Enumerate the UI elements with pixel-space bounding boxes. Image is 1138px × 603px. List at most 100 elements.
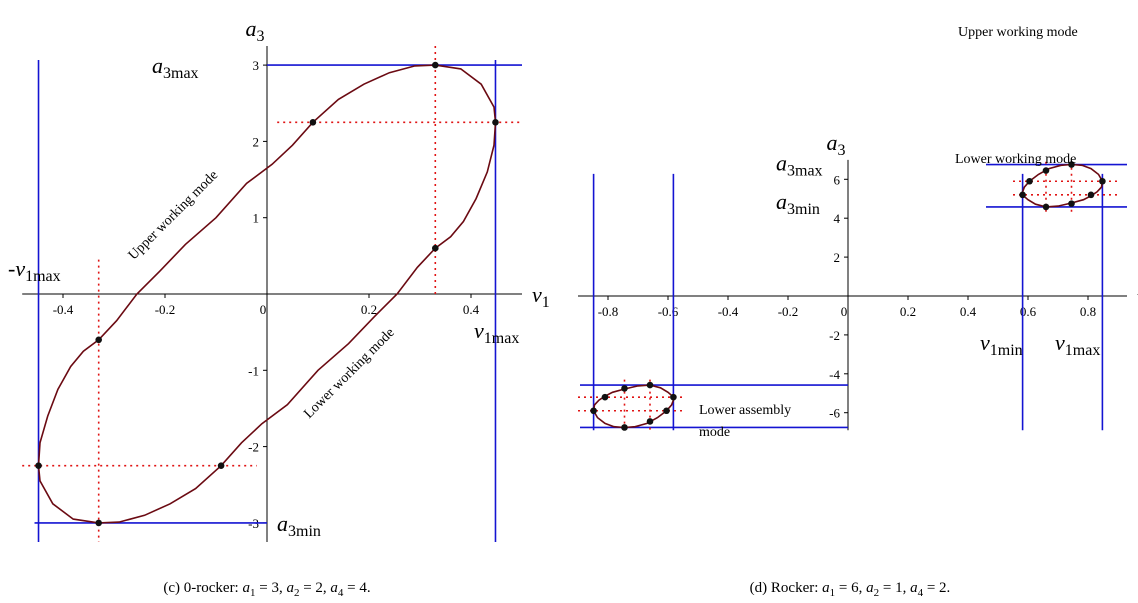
chart1-x-tick-label: 0.2 <box>361 302 377 317</box>
chart2-data-point <box>1068 200 1075 207</box>
chart1-v1max-label-sub: 1max <box>484 330 520 347</box>
chart1-a3min-label-sub: 3min <box>288 523 321 540</box>
chart2-data-point <box>646 381 654 389</box>
chart2-data-point <box>670 393 677 401</box>
chart1-caption-var: a <box>330 580 338 596</box>
chart1-caption-var: a <box>286 580 294 596</box>
chart2-x-tick-label: 0 <box>841 304 848 319</box>
chart2-x-tick-label: 0.4 <box>960 304 977 319</box>
chart2-v1min-label-sub: 1min <box>990 342 1023 359</box>
chart2-caption-sub: 4 <box>918 587 924 599</box>
chart1-x-tick-label: -0.2 <box>155 302 176 317</box>
chart1-data-point <box>95 519 102 527</box>
chart2-data-point <box>1019 191 1026 199</box>
chart1-a3max-label: a3max <box>152 53 199 82</box>
chart2-caption-rest: = 2. <box>923 580 950 596</box>
chart2-curve-series-line <box>592 384 675 429</box>
chart1-upper-working-mode-label: Upper working mode <box>126 168 221 263</box>
chart2-data-point <box>1068 161 1075 168</box>
chart2-caption-var: a <box>822 580 830 596</box>
chart2-lower-assembly-mode-label: mode <box>699 425 730 440</box>
chart1-x-tick-label: 0 <box>260 302 267 317</box>
chart2-y-tick-label: -4 <box>829 367 840 382</box>
chart2-y-tick-label: 6 <box>834 172 841 187</box>
chart2-y-tick-label: 2 <box>834 250 841 265</box>
chart1-neg-v1max-label: -v1max <box>8 256 61 285</box>
chart1-data-point <box>95 336 102 344</box>
chart1-data-point <box>217 462 225 469</box>
chart2-x-tick-label: 0.2 <box>900 304 916 319</box>
chart2-data-point <box>663 407 670 415</box>
chart2-v1max-label-sub: 1max <box>1065 342 1101 359</box>
chart2-y-axis-label-base: a <box>827 130 838 155</box>
chart1-caption-rest: = 3, <box>255 580 286 596</box>
chart1-v1max-label: v1max <box>474 318 519 347</box>
chart2-caption-var: a <box>910 580 918 596</box>
chart1-x-axis-label-sub: 1 <box>542 294 550 311</box>
chart2-data-point <box>646 418 654 425</box>
chart2-data-point <box>590 407 597 415</box>
chart1-caption-sub: 4 <box>338 587 344 599</box>
chart2-v1min-label: v1min <box>980 330 1023 359</box>
chart2-caption-sub: 2 <box>874 587 880 599</box>
chart2-y-tick-label: 4 <box>834 211 841 226</box>
chart1-y-axis-label-sub: 3 <box>257 28 265 45</box>
chart2-upper-working-mode-label: Upper working mode <box>958 25 1078 40</box>
chart2-x-tick-label: -0.2 <box>778 304 799 319</box>
chart1-caption-rest: = 2, <box>299 580 330 596</box>
chart1-neg-v1max-label-sub: 1max <box>25 268 61 285</box>
chart2-lower-assembly-label: Lower assembly <box>699 403 791 418</box>
chart1-y-tick-label: -2 <box>248 440 259 455</box>
chart1-a3min-label: a3min <box>277 511 321 540</box>
chart1-neg-v1max-label-base: -v <box>8 256 25 281</box>
chart2-x-tick-label: -0.8 <box>598 304 619 319</box>
chart1-a3max-label-base: a <box>152 53 163 78</box>
chart1-data-point <box>309 119 317 126</box>
chart2-data-point <box>1087 191 1095 199</box>
chart1-x-tick-label: 0.4 <box>463 302 480 317</box>
chart1-x-axis-label: v1 <box>532 282 550 311</box>
chart1-y-axis-label: a3 <box>246 16 265 45</box>
chart2-x-tick-label: -0.4 <box>718 304 739 319</box>
chart2-a3max-label-base: a <box>776 151 787 176</box>
chart2-caption-sub: 1 <box>830 587 836 599</box>
chart2-v1max-label-base: v <box>1055 330 1065 355</box>
chart1-caption-rest: = 4. <box>343 580 370 596</box>
chart2-a3min-label: a3min <box>776 189 820 218</box>
chart1-data-point <box>492 119 499 126</box>
chart2-caption: (d) Rocker: a1 = 6, a2 = 1, a4 = 2. <box>750 580 951 599</box>
chart1-x-tick-label: -0.4 <box>53 302 74 317</box>
chart2-data-point <box>621 424 628 431</box>
chart2-caption-rest: = 1, <box>879 580 910 596</box>
chart1-y-axis-label-base: a <box>246 16 257 41</box>
chart2-caption-rest: = 6, <box>835 580 866 596</box>
chart2-data-point <box>601 393 609 401</box>
chart2-caption-prefix: (d) Rocker: <box>750 580 822 596</box>
chart2-y-axis-label: a3 <box>827 130 846 159</box>
chart2-v1max-label: v1max <box>1055 330 1100 359</box>
chart1-y-tick-label: 1 <box>253 211 260 226</box>
chart1-caption-sub: 1 <box>250 587 256 599</box>
chart2-x-tick-label: -0.6 <box>658 304 679 319</box>
chart1-caption-var: a <box>242 580 250 596</box>
chart1-v1max-label-base: v <box>474 318 484 343</box>
chart1-data-point <box>432 244 439 252</box>
chart1-a3max-label-sub: 3max <box>163 65 199 82</box>
chart2-data-point <box>1099 177 1106 185</box>
chart1-y-tick-label: -1 <box>248 363 259 378</box>
chart2-y-tick-label: -6 <box>829 406 840 421</box>
chart2-y-tick-label: -2 <box>829 328 840 343</box>
chart2-data-point <box>1042 167 1050 174</box>
chart2-x-tick-label: 0.6 <box>1020 304 1037 319</box>
chart1-y-tick-label: 3 <box>253 58 260 73</box>
chart2-caption-var: a <box>866 580 874 596</box>
chart1-a3min-label-base: a <box>277 511 288 536</box>
chart1-x-axis-label-base: v <box>532 282 542 307</box>
chart2-x-tick-label: 0.8 <box>1080 304 1096 319</box>
chart1-caption: (c) 0-rocker: a1 = 3, a2 = 2, a4 = 4. <box>163 580 370 599</box>
chart1-caption-prefix: (c) 0-rocker: <box>163 580 242 596</box>
chart2-data-point <box>621 385 628 392</box>
chart2-a3min-label-base: a <box>776 189 787 214</box>
chart1-y-tick-label: 2 <box>253 134 260 149</box>
